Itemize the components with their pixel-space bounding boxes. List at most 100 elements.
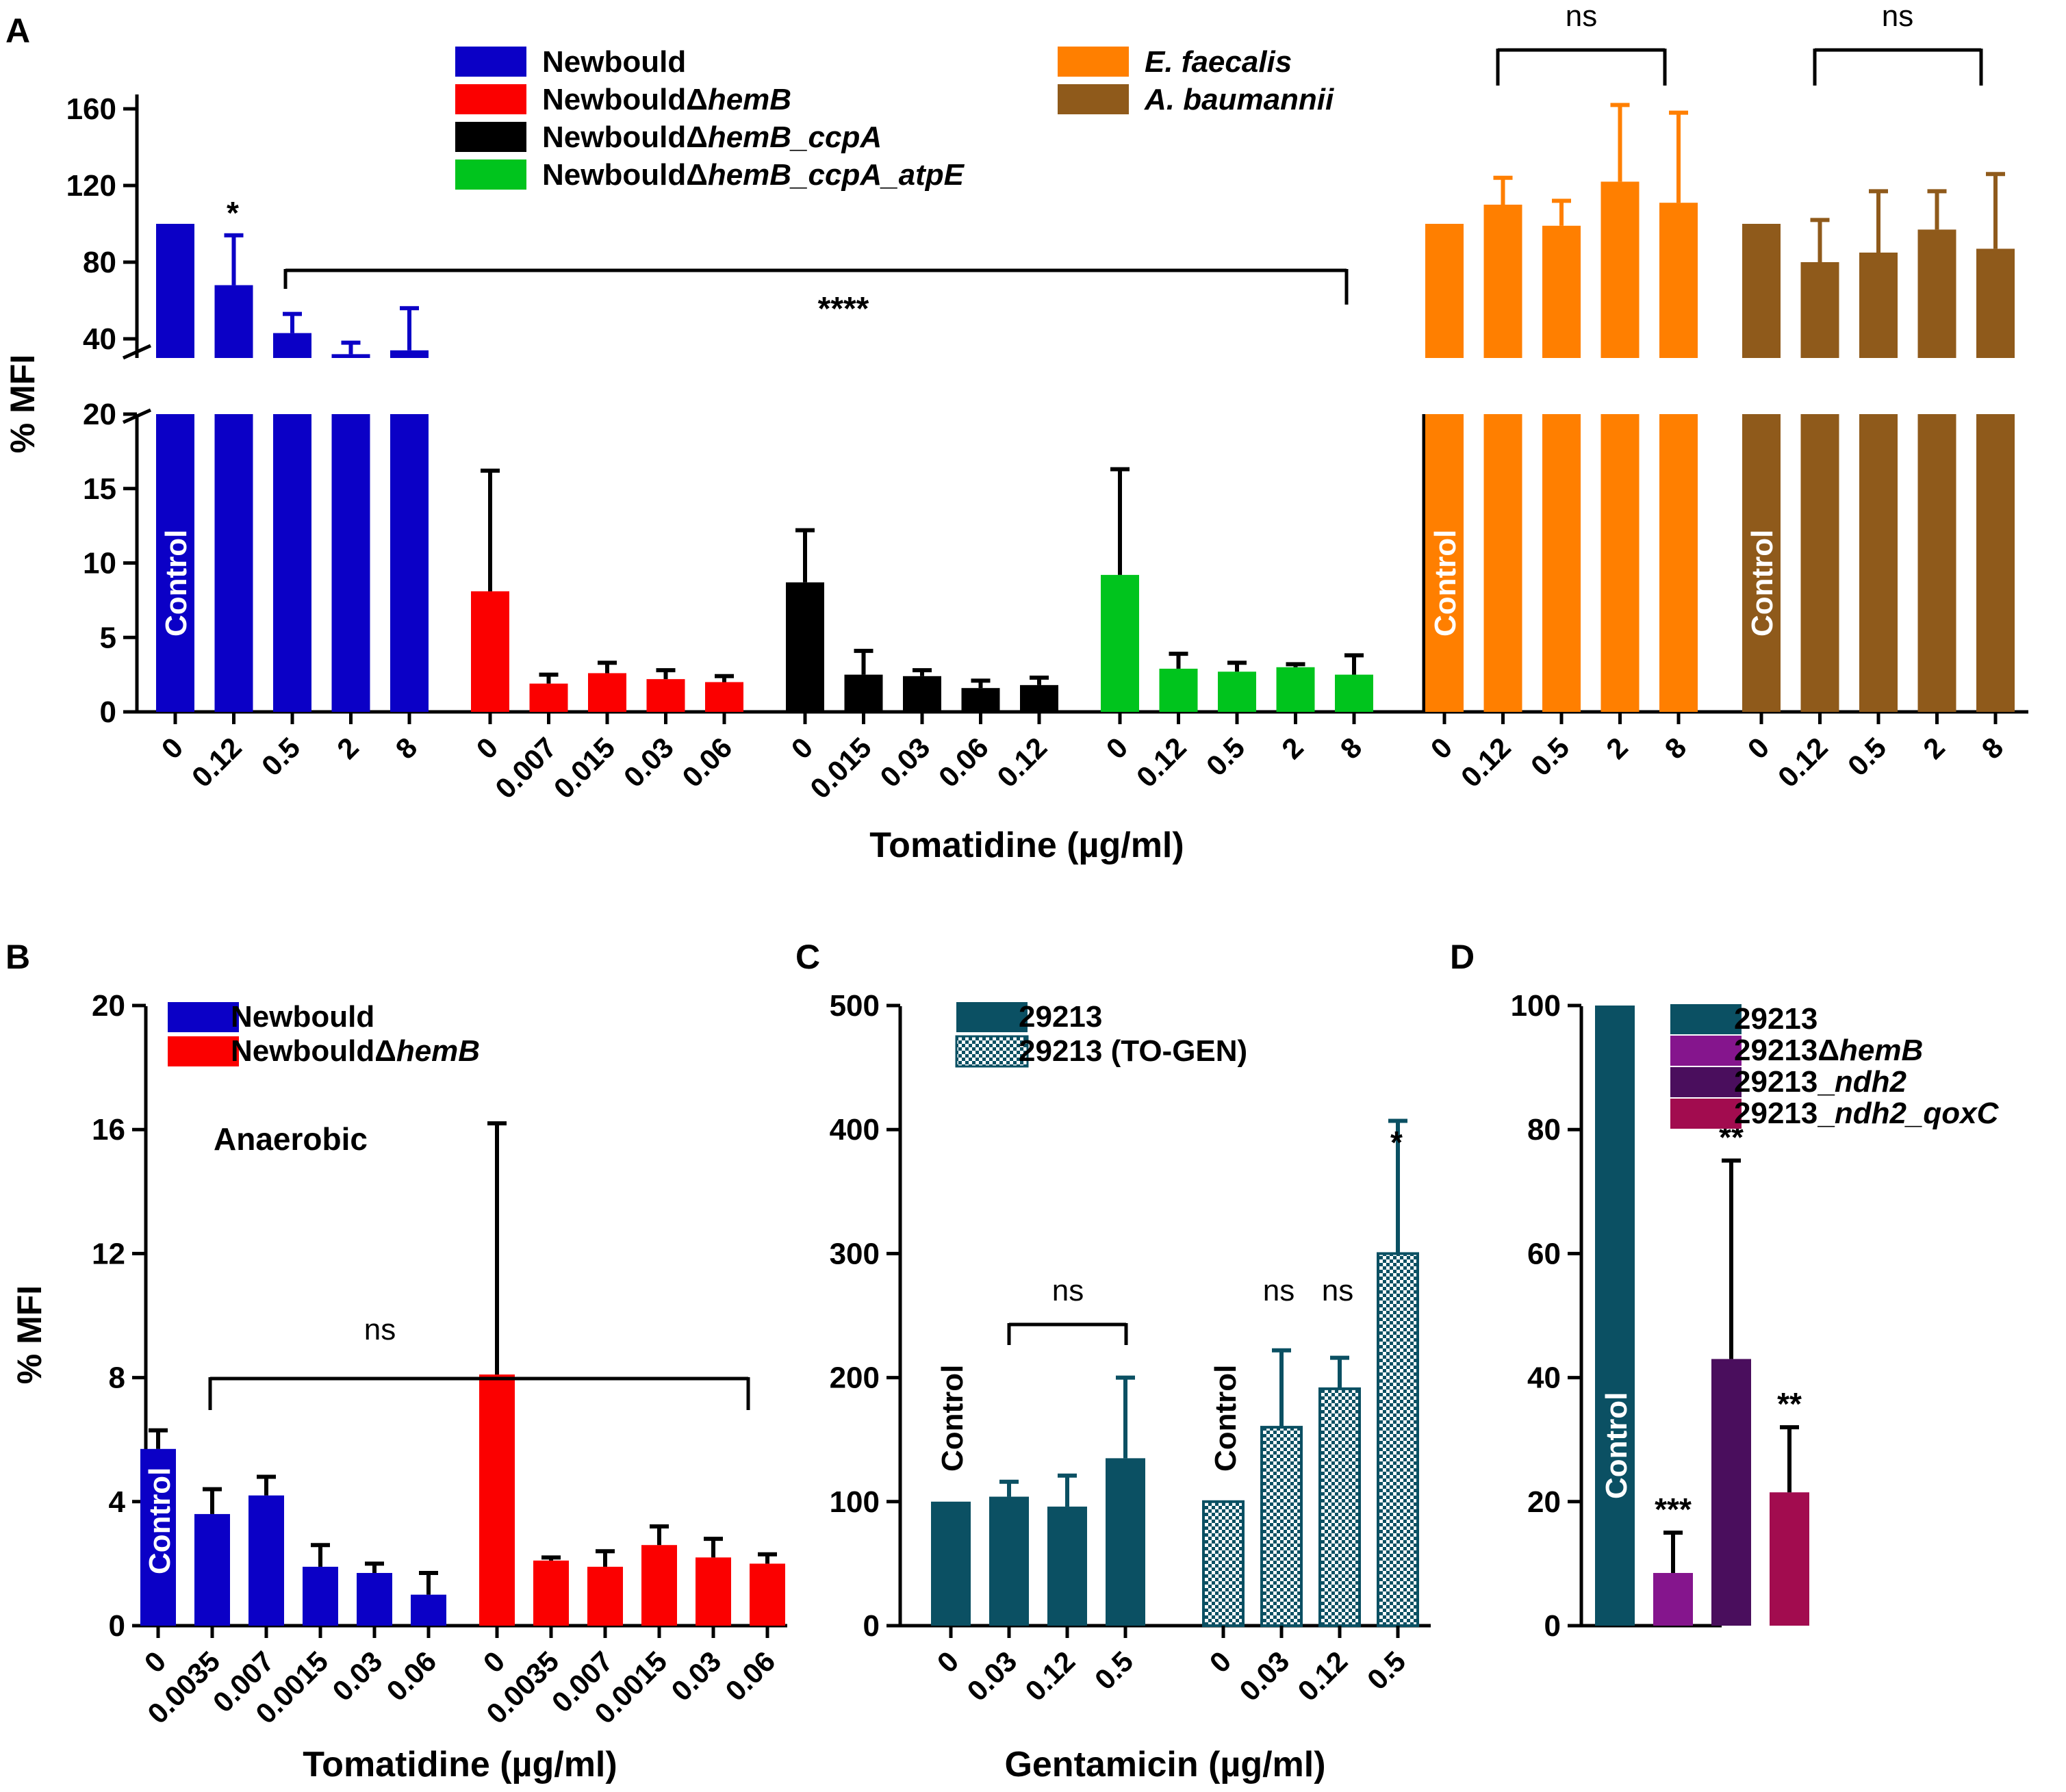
bar-upper [273,333,311,358]
bar [529,683,568,712]
a-ytick-label-lower: 5 [100,621,116,654]
a-xtick-label: 0 [470,731,505,765]
bar [961,688,1000,712]
c-ytick-label: 400 [830,1113,880,1147]
a-xtick-label: 0.5 [1841,731,1893,782]
bar [1653,1572,1693,1626]
bar [696,1557,731,1626]
c-ytick-label: 0 [863,1609,880,1643]
bar [248,1495,284,1626]
b-xtick-label: 0.06 [719,1645,781,1707]
bar [1711,1359,1751,1626]
bar [1218,671,1256,712]
bar-upper [1600,181,1640,358]
a-xtick-label: 0.12 [1772,731,1834,793]
control-label: Control [1209,1365,1242,1472]
b-ytick-label: 4 [109,1485,126,1519]
c-x-axis-label: Gentamicin (µg/ml) [1004,1745,1325,1784]
a-legend-swatch [455,159,526,190]
b-y-axis-label: % MFI [10,1285,49,1384]
a-xtick-label: 0.06 [932,731,995,793]
a-xtick-label: 0.03 [617,731,680,793]
a-ns-label: ns [1882,0,1913,33]
a-xtick-label: 0.5 [1200,731,1251,782]
a-xtick-label: 8 [1334,731,1368,765]
bar [1106,1458,1145,1626]
bar-upper [1742,224,1781,358]
bar [303,1566,338,1626]
a-axis-break-mark [122,344,152,360]
c-ytick-label: 300 [830,1237,880,1270]
a-xtick-label: 2 [1275,731,1310,765]
bar [587,1566,623,1626]
d-legend-label: 29213_ndh2 [1734,1065,1906,1099]
bar [140,1448,176,1626]
panel-label-b: B [5,938,30,976]
c-ns-label: ns [1322,1274,1353,1307]
c-xtick-label: 0.12 [1019,1645,1081,1707]
a-ytick-label-upper: 160 [66,92,116,126]
bar [156,414,194,712]
bar [1483,414,1522,712]
panel-label-d: D [1450,938,1475,976]
bar [903,676,941,712]
a-xtick-label: 0.007 [489,731,563,805]
bar [1917,414,1956,712]
bar [1203,1501,1243,1626]
a-legend-label: NewbouldΔhemB_ccpA [542,120,882,154]
d-ytick-label: 100 [1511,989,1561,1023]
bar [1020,684,1058,712]
b-ytick-label: 16 [92,1113,125,1147]
a-x-axis-label: Tomatidine (µg/ml) [869,825,1184,865]
bar [214,414,253,712]
a-ytick-label-lower: 20 [83,398,116,431]
a-xtick-label: 0.12 [1455,731,1517,793]
b-xtick-label: 0.03 [326,1645,388,1707]
c-ytick-label: 500 [830,989,880,1023]
b-legend-swatch [168,1002,239,1032]
a-axis-break-mark [122,408,152,424]
bar-upper [214,285,253,358]
a-xtick-label: 0 [1100,731,1134,765]
bar [533,1560,569,1626]
d-legend-swatch [1670,1036,1742,1066]
bar [1976,414,2015,712]
a-ytick-label-lower: 15 [83,472,116,506]
a-legend-swatch [455,84,526,114]
a-legend-swatch [455,122,526,152]
bar [471,591,509,712]
bar [1600,414,1640,712]
bar [646,679,685,712]
c-legend-swatch [956,1002,1028,1032]
bar-upper [1917,229,1956,358]
control-label: Control [143,1468,177,1574]
bar [1542,414,1581,712]
bar [1378,1253,1418,1626]
d-ytick-label: 0 [1544,1609,1561,1643]
bar [844,674,883,712]
a-ytick-label-lower: 10 [83,547,116,580]
c-ns-label: ns [1263,1274,1295,1307]
control-label: Control [936,1365,969,1472]
a-xtick-label: 2 [1917,731,1951,765]
b-ytick-label: 20 [92,989,125,1023]
d-significance-stars: ** [1777,1386,1802,1422]
bar [273,414,311,712]
a-xtick-label: 8 [390,731,424,765]
c-ytick-label: 100 [830,1485,880,1519]
b-anaerobic-label: Anaerobic [214,1121,368,1157]
panel-label-a: A [5,12,30,50]
a-xtick-label: 0 [785,731,819,765]
c-xtick-label: 0.5 [1088,1645,1140,1696]
d-legend-label: 29213_ndh2_qoxC [1734,1097,2000,1130]
bar [1425,414,1464,712]
a-legend-label: Newbould [542,45,686,79]
b-legend-swatch [168,1036,239,1066]
a-xtick-label: 0.06 [676,731,738,793]
c-xtick-label: 0 [1203,1645,1238,1679]
d-ytick-label: 80 [1527,1113,1561,1147]
a-xtick-label: 0.12 [991,731,1053,793]
a-xtick-label: 0.12 [186,731,248,793]
c-xtick-label: 0.12 [1291,1645,1353,1707]
panel-label-c: C [795,938,820,976]
